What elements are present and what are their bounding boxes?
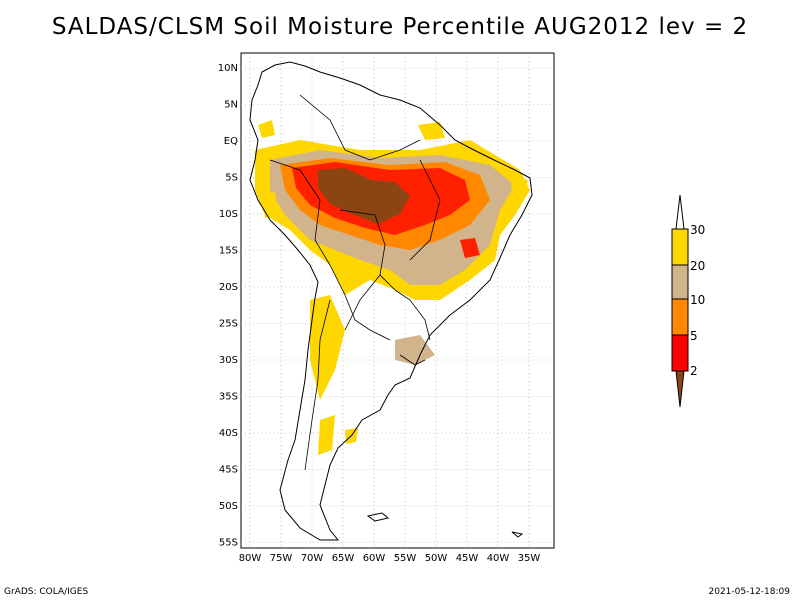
latitude-label: 5S (225, 173, 238, 184)
colorbar-bin-5-10 (671, 298, 689, 336)
latitude-label: 55S (219, 538, 238, 549)
latitude-label: 20S (219, 282, 238, 293)
country-borders (269, 94, 441, 471)
latitude-labels: 10N 5N EQ 5S 10S 15S 20S 25S 30S 35S 40S 45S 50S 55S (218, 63, 238, 549)
latitude-label: 35S (219, 392, 238, 403)
latitude-label: 30S (219, 355, 238, 366)
colorbar-bin-10-20 (671, 264, 689, 300)
latitude-label: 45S (219, 465, 238, 476)
longitude-label: 80W (239, 553, 262, 564)
map-title: SALDAS/CLSM Soil Moisture Percentile AUG… (51, 14, 749, 40)
latitude-label: 10N (218, 63, 238, 74)
latitude-label: 5N (224, 100, 238, 111)
longitude-label: 40W (487, 553, 510, 564)
south-america-coastline (249, 61, 533, 541)
map-frame (240, 52, 555, 549)
colorbar-label: 10 (690, 293, 705, 307)
colorbar-label: 2 (690, 364, 698, 378)
longitude-labels: 80W 75W 70W 65W 60W 55W 50W 45W 40W 35W (239, 553, 541, 564)
longitude-label: 60W (363, 553, 386, 564)
colorbar-label: 30 (690, 223, 705, 237)
latitude-label: 10S (219, 209, 238, 220)
footer-timestamp: 2021-05-12-18:09 (708, 587, 791, 597)
colorbar-bin-20-30 (671, 228, 689, 266)
longitude-label: 65W (332, 553, 355, 564)
colorbar-bin-2-5 (671, 334, 689, 372)
longitude-label: 45W (456, 553, 479, 564)
longitude-label: 55W (394, 553, 417, 564)
latitude-label: 40S (219, 428, 238, 439)
footer-credit: GrADS: COLA/IGES (4, 587, 89, 597)
falkland-islands (366, 512, 390, 522)
south-georgia (511, 531, 524, 538)
graticule (241, 53, 554, 548)
longitude-label: 70W (301, 553, 324, 564)
colorbar-upper-triangle (675, 194, 685, 230)
latitude-label: 15S (219, 246, 238, 257)
colorbar-lower-triangle (675, 370, 685, 408)
latitude-label: 25S (219, 319, 238, 330)
colorbar-labels: 2 5 10 20 30 (690, 223, 705, 378)
colorbar-label: 20 (690, 259, 705, 273)
longitude-label: 50W (425, 553, 448, 564)
latitude-label: 50S (219, 501, 238, 512)
longitude-label: 75W (270, 553, 293, 564)
soil-moisture-shading (255, 120, 530, 455)
colorbar-label: 5 (690, 329, 698, 343)
latitude-label: EQ (224, 136, 238, 147)
colorbar (671, 194, 689, 408)
longitude-label: 35W (518, 553, 541, 564)
